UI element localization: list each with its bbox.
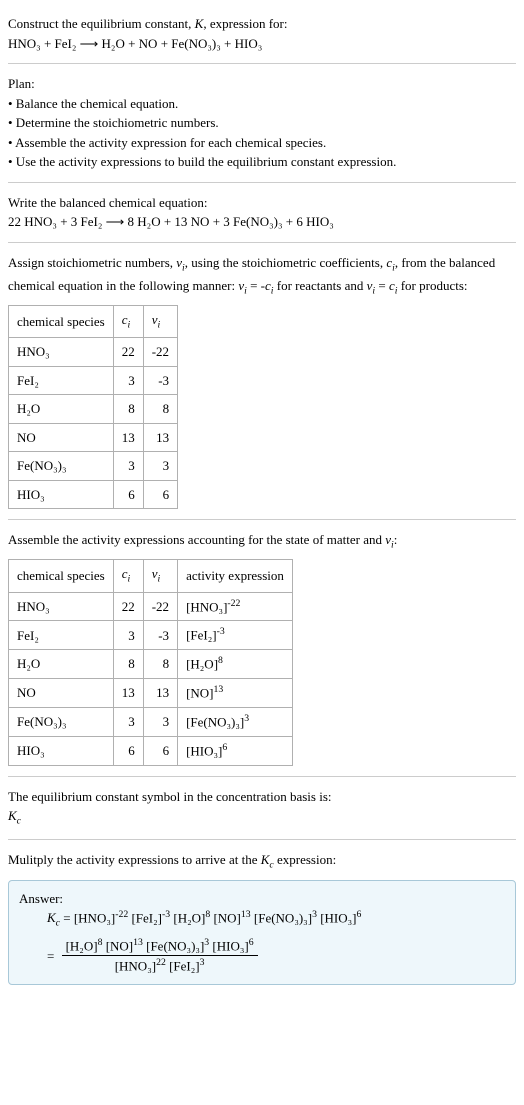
td: 22 bbox=[113, 592, 143, 621]
answer-line1: Kc = [HNO₃]-22 [FeI₂]-3 [H₂O]8 [NO]13 [F… bbox=[19, 908, 505, 932]
plan-item: • Balance the chemical equation. bbox=[8, 94, 516, 114]
td: 22 bbox=[113, 338, 143, 367]
th: ci bbox=[113, 560, 143, 592]
td: 13 bbox=[143, 679, 177, 708]
td: 8 bbox=[113, 650, 143, 679]
th: activity expression bbox=[178, 560, 293, 592]
stoich-intro: Assign stoichiometric numbers, νi, using… bbox=[8, 253, 516, 299]
td: -22 bbox=[143, 592, 177, 621]
answer-box: Answer: Kc = [HNO₃]-22 [FeI₂]-3 [H₂O]8 [… bbox=[8, 880, 516, 986]
th: chemical species bbox=[9, 560, 114, 592]
td: HIO₃ bbox=[9, 480, 114, 509]
td: 8 bbox=[113, 395, 143, 424]
divider bbox=[8, 63, 516, 64]
td: 3 bbox=[113, 452, 143, 481]
td: Fe(NO₃)₃ bbox=[9, 707, 114, 736]
th: chemical species bbox=[9, 305, 114, 337]
intro-reaction: HNO₃ + FeI₂ ⟶ H₂O + NO + Fe(NO₃)₃ + HIO₃ bbox=[8, 34, 516, 54]
symbol-line2: Kc bbox=[8, 806, 516, 829]
td: [HNO₃]-22 bbox=[178, 592, 293, 621]
td: [H₂O]8 bbox=[178, 650, 293, 679]
plan-item: • Determine the stoichiometric numbers. bbox=[8, 113, 516, 133]
multiply: Mulitply the activity expressions to arr… bbox=[8, 850, 516, 985]
td: 13 bbox=[113, 679, 143, 708]
td: H₂O bbox=[9, 650, 114, 679]
td: 13 bbox=[143, 423, 177, 452]
fraction-denominator: [HNO₃]22 [FeI₂]3 bbox=[62, 955, 258, 976]
balanced-eq: 22 HNO₃ + 3 FeI₂ ⟶ 8 H₂O + 13 NO + 3 Fe(… bbox=[8, 212, 516, 232]
fraction-numerator: [H₂O]8 [NO]13 [Fe(NO₃)₃]3 [HIO₃]6 bbox=[62, 936, 258, 956]
td: 3 bbox=[113, 707, 143, 736]
td: 6 bbox=[143, 480, 177, 509]
activity-table: chemical species ci νi activity expressi… bbox=[8, 559, 293, 765]
td: -3 bbox=[143, 366, 177, 395]
td: 8 bbox=[143, 650, 177, 679]
td: 13 bbox=[113, 423, 143, 452]
td: [FeI₂]-3 bbox=[178, 621, 293, 650]
td: [NO]13 bbox=[178, 679, 293, 708]
divider bbox=[8, 776, 516, 777]
divider bbox=[8, 519, 516, 520]
td: [HIO₃]6 bbox=[178, 736, 293, 765]
plan-header: Plan: bbox=[8, 74, 516, 94]
td: -22 bbox=[143, 338, 177, 367]
td: NO bbox=[9, 423, 114, 452]
symbol: The equilibrium constant symbol in the c… bbox=[8, 787, 516, 830]
td: FeI₂ bbox=[9, 366, 114, 395]
activity-intro: Assemble the activity expressions accoun… bbox=[8, 530, 516, 553]
td: 8 bbox=[143, 395, 177, 424]
intro: Construct the equilibrium constant, K, e… bbox=[8, 14, 516, 53]
balanced: Write the balanced chemical equation: 22… bbox=[8, 193, 516, 232]
activity: Assemble the activity expressions accoun… bbox=[8, 530, 516, 765]
td: 6 bbox=[113, 480, 143, 509]
td: 3 bbox=[113, 621, 143, 650]
td: 3 bbox=[113, 366, 143, 395]
stoich-table: chemical species ci νi HNO₃22-22 FeI₂3-3… bbox=[8, 305, 178, 509]
td: HIO₃ bbox=[9, 736, 114, 765]
answer-line2: = [H₂O]8 [NO]13 [Fe(NO₃)₃]3 [HIO₃]6 [HNO… bbox=[19, 936, 505, 977]
multiply-header: Mulitply the activity expressions to arr… bbox=[8, 850, 516, 873]
stoich: Assign stoichiometric numbers, νi, using… bbox=[8, 253, 516, 510]
th: νi bbox=[143, 305, 177, 337]
plan-item: • Use the activity expressions to build … bbox=[8, 152, 516, 172]
td: HNO₃ bbox=[9, 592, 114, 621]
td: FeI₂ bbox=[9, 621, 114, 650]
th: ci bbox=[113, 305, 143, 337]
fraction: [H₂O]8 [NO]13 [Fe(NO₃)₃]3 [HIO₃]6 [HNO₃]… bbox=[62, 936, 258, 977]
answer-label: Answer: bbox=[19, 889, 505, 909]
td: 3 bbox=[143, 452, 177, 481]
divider bbox=[8, 242, 516, 243]
td: Fe(NO₃)₃ bbox=[9, 452, 114, 481]
balanced-header: Write the balanced chemical equation: bbox=[8, 193, 516, 213]
plan: Plan: • Balance the chemical equation. •… bbox=[8, 74, 516, 172]
divider bbox=[8, 182, 516, 183]
td: NO bbox=[9, 679, 114, 708]
plan-item: • Assemble the activity expression for e… bbox=[8, 133, 516, 153]
td: 3 bbox=[143, 707, 177, 736]
td: 6 bbox=[113, 736, 143, 765]
td: 6 bbox=[143, 736, 177, 765]
td: -3 bbox=[143, 621, 177, 650]
divider bbox=[8, 839, 516, 840]
td: [Fe(NO₃)₃]3 bbox=[178, 707, 293, 736]
intro-line1: Construct the equilibrium constant, K, e… bbox=[8, 14, 516, 34]
td: HNO₃ bbox=[9, 338, 114, 367]
th: νi bbox=[143, 560, 177, 592]
symbol-line1: The equilibrium constant symbol in the c… bbox=[8, 787, 516, 807]
td: H₂O bbox=[9, 395, 114, 424]
